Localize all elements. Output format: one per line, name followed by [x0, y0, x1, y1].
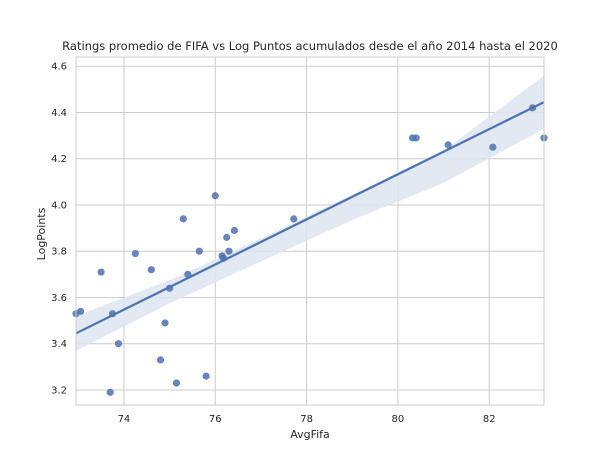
data-point — [489, 143, 497, 151]
y-tick-label: 4.4 — [51, 108, 67, 119]
x-tick-label: 78 — [300, 414, 313, 425]
y-tick-label: 4.2 — [51, 154, 67, 165]
data-point — [114, 340, 123, 348]
plot-frame — [75, 56, 545, 406]
regression-line-group — [75, 101, 545, 335]
y-tick-label: 4.6 — [51, 62, 67, 73]
y-tick-label: 3.4 — [51, 339, 67, 350]
data-point — [106, 388, 114, 396]
x-tick-label: 74 — [118, 414, 131, 425]
data-point — [202, 372, 210, 380]
data-point — [184, 270, 192, 278]
data-point — [147, 266, 155, 274]
data-point — [156, 356, 165, 364]
data-point — [161, 319, 169, 327]
data-point — [172, 379, 181, 387]
data-point — [211, 192, 219, 200]
data-point — [528, 104, 537, 112]
data-point — [230, 226, 239, 235]
x-tick-label: 80 — [392, 414, 405, 425]
tick-labels: 74 76 78 80 82 3.2 3.4 3.6 3.8 4.0 4.2 4.4 4.6 — [51, 62, 495, 425]
x-tick-label: 82 — [483, 414, 496, 425]
regression-line — [75, 101, 545, 335]
data-point — [76, 307, 85, 315]
data-point — [131, 249, 139, 258]
y-tick-label: 3.8 — [51, 247, 67, 258]
grid-lines — [76, 57, 544, 405]
data-point — [225, 247, 233, 255]
y-axis-label: LogPoints — [35, 207, 48, 260]
data-point — [108, 310, 117, 318]
data-point — [219, 254, 228, 262]
confidence-band-area — [76, 75, 544, 351]
data-point — [412, 134, 420, 142]
data-point — [290, 215, 298, 223]
y-tick-label: 3.2 — [51, 385, 67, 396]
data-point — [179, 215, 187, 223]
data-point — [97, 268, 105, 276]
y-tick-label: 3.6 — [51, 293, 67, 304]
data-point — [195, 247, 203, 255]
x-axis-label: AvgFifa — [290, 428, 330, 441]
y-tick-label: 4.0 — [51, 200, 67, 211]
confidence-band — [76, 75, 544, 351]
data-point — [223, 233, 231, 241]
data-point — [444, 141, 452, 149]
data-point — [166, 284, 174, 292]
chart-title: Ratings promedio de FIFA vs Log Puntos a… — [62, 39, 558, 53]
data-points — [72, 104, 548, 396]
x-tick-label: 76 — [209, 414, 222, 425]
